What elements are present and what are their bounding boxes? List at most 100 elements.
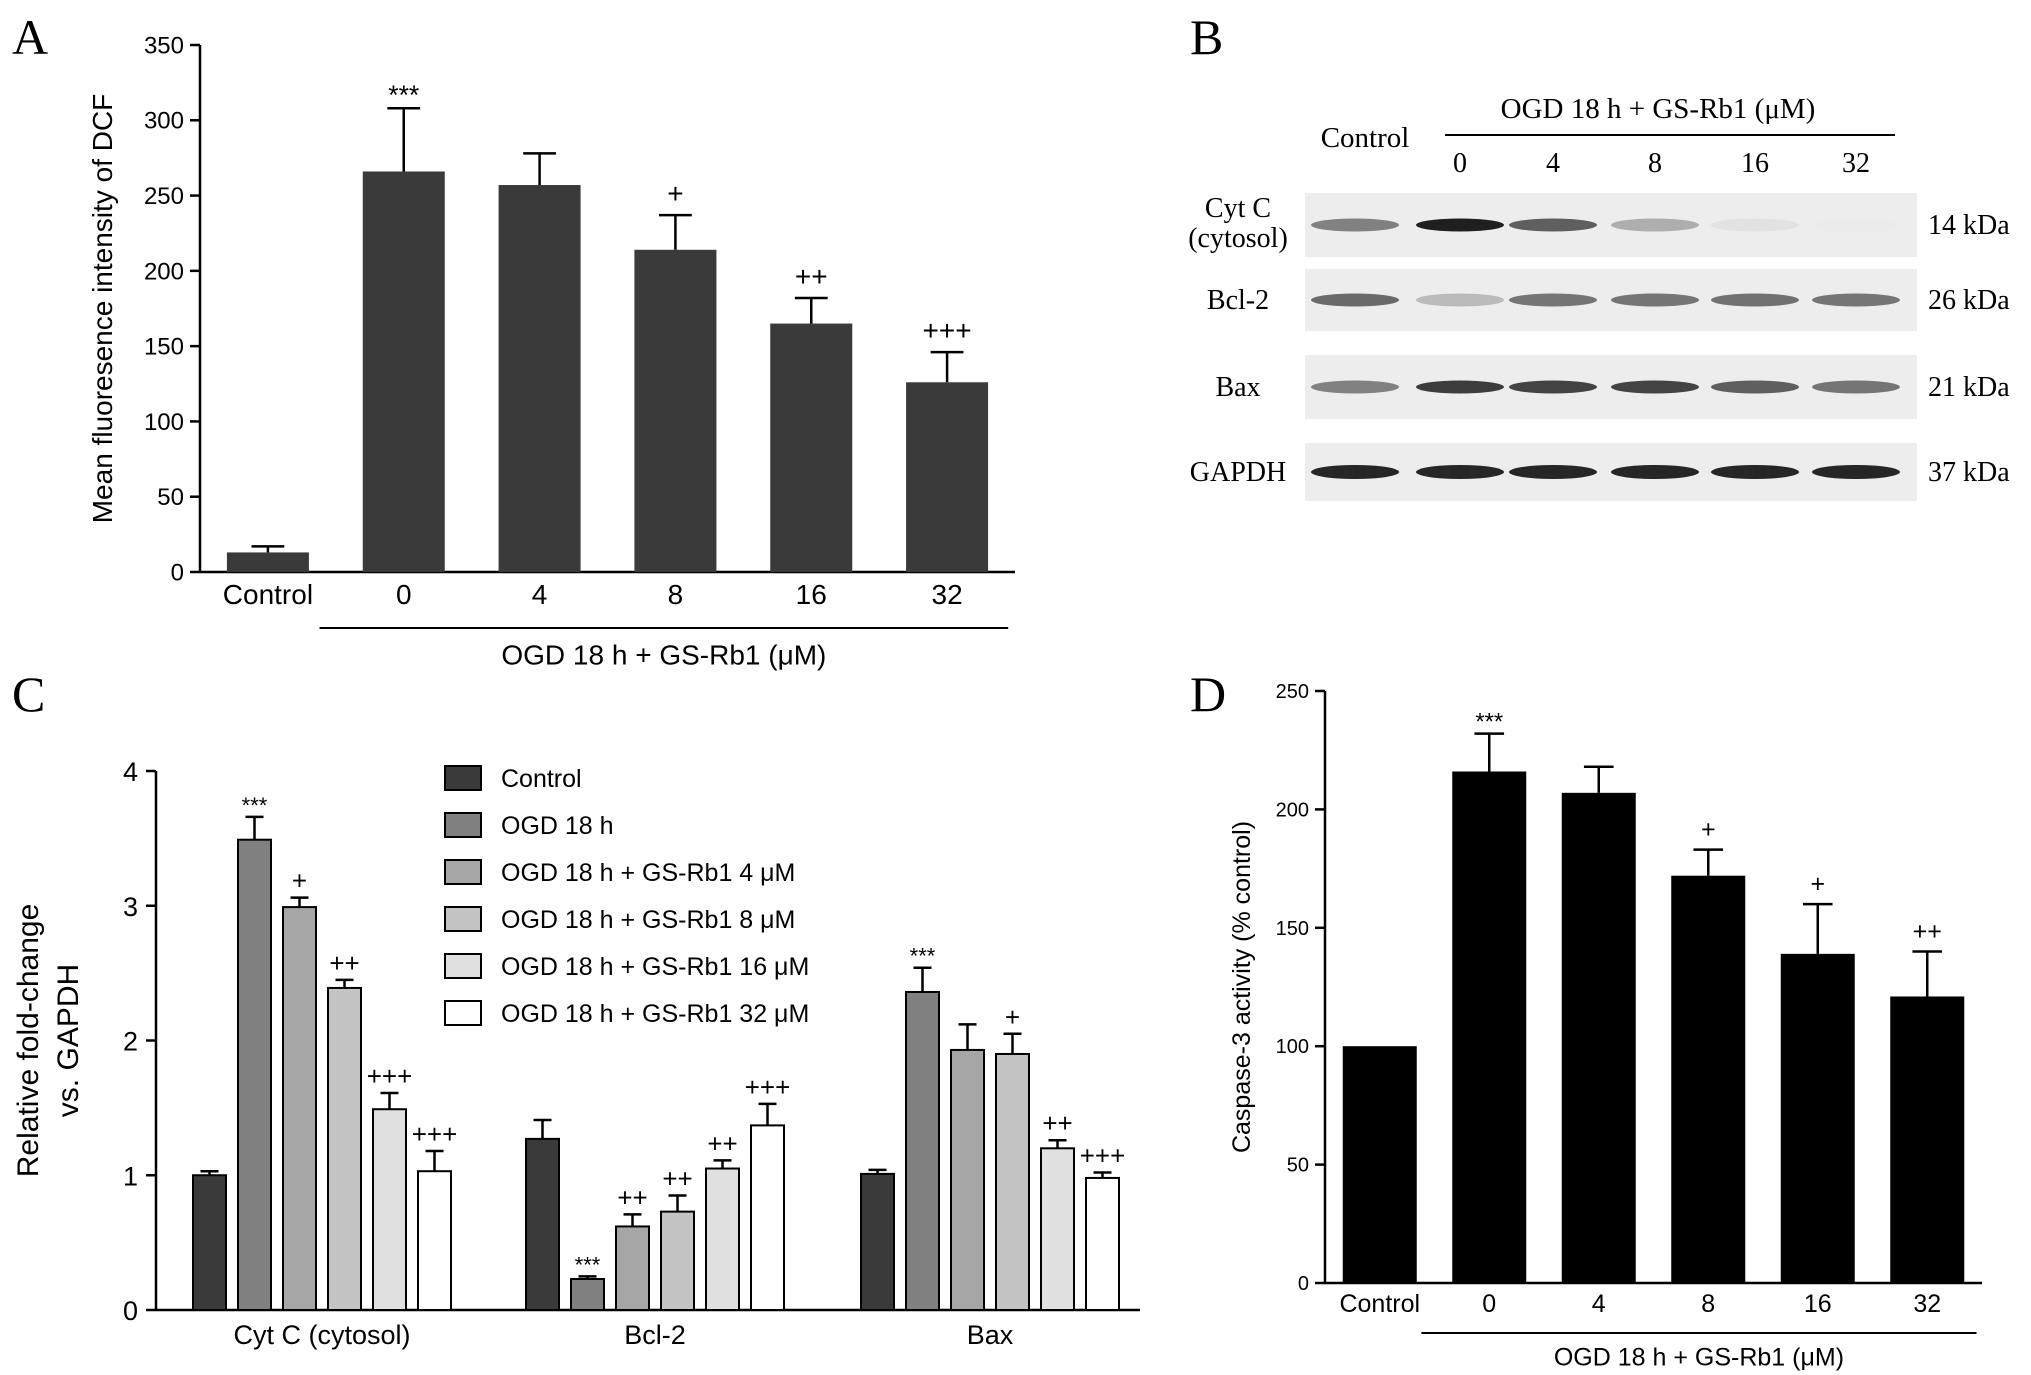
y-tick-label: 150	[144, 334, 184, 361]
panel-letter-c: C	[12, 666, 46, 722]
y-tick-label: 100	[1276, 1036, 1309, 1058]
blot-band	[1509, 465, 1597, 479]
blot-size-label: 26 kDa	[1928, 285, 2010, 316]
blot-band	[1311, 380, 1399, 394]
panel-letter-d: D	[1190, 666, 1227, 722]
bar	[362, 171, 445, 573]
significance-label: ***	[575, 1252, 601, 1277]
bar	[634, 249, 717, 572]
x-tick-label: 0	[396, 579, 412, 610]
blot-band	[1711, 293, 1799, 307]
x-tick-label: 16	[796, 579, 827, 610]
bar	[1671, 875, 1746, 1283]
panel-letter-a: A	[12, 9, 49, 65]
y-axis-label-line1: Relative fold-change	[12, 904, 45, 1178]
x-tick-label: Bax	[967, 1320, 1014, 1350]
x-tick-label: Bcl-2	[624, 1320, 686, 1350]
blot-band	[1416, 465, 1504, 479]
x-tick-label: 0	[1482, 1290, 1496, 1318]
y-tick-label: 0	[123, 1296, 138, 1326]
blot-band	[1509, 380, 1597, 394]
x-tick-label: 32	[932, 579, 963, 610]
bar	[1452, 771, 1527, 1283]
y-tick-label: 100	[144, 409, 184, 436]
bar	[372, 1108, 407, 1311]
blot-band	[1812, 293, 1900, 307]
y-tick-label: 150	[1276, 918, 1309, 940]
bar	[905, 990, 940, 1311]
significance-label: +	[1005, 1002, 1020, 1032]
legend-label: OGD 18 h	[501, 812, 614, 840]
significance-label: +	[1810, 870, 1825, 898]
blot-band	[1611, 380, 1699, 394]
legend-label: OGD 18 h + GS-Rb1 8 μM	[501, 906, 795, 934]
significance-label: +++	[745, 1072, 791, 1102]
bar	[192, 1174, 227, 1311]
legend-label: Control	[501, 765, 582, 793]
significance-label: +	[1701, 816, 1716, 844]
legend-label: OGD 18 h + GS-Rb1 16 μM	[501, 953, 809, 981]
bar	[417, 1170, 452, 1311]
bar	[525, 1137, 560, 1311]
blot-band	[1311, 218, 1399, 232]
significance-label: ++	[617, 1182, 647, 1212]
y-tick-label: 300	[144, 108, 184, 135]
chart-b-western-blot: Control OGD 18 h + GS-Rb1 (μM) 0 4 8 16 32 Cyt …	[1188, 93, 2010, 501]
blot-band	[1416, 293, 1504, 307]
legend-swatch	[444, 812, 482, 838]
bar	[226, 552, 309, 572]
legend-swatch	[444, 953, 482, 979]
chart-d: 0 50 100 150 200 250 Control 0 *** 4 8 +16 +32 ++ OGD …	[1228, 681, 1982, 1372]
bar	[1890, 996, 1965, 1283]
y-tick-label: 200	[1276, 799, 1309, 821]
x-tick-label: 4	[1592, 1290, 1606, 1318]
legend-swatch	[444, 765, 482, 791]
bar	[995, 1052, 1030, 1311]
bar	[860, 1172, 895, 1311]
blot-band	[1812, 465, 1900, 479]
blot-band	[1711, 380, 1799, 394]
significance-label: ++	[1042, 1108, 1072, 1138]
y-axis-label-line2: vs. GAPDH	[52, 964, 85, 1117]
significance-label: ++	[662, 1163, 692, 1193]
significance-label: ++	[707, 1128, 737, 1158]
y-tick-label: 4	[123, 757, 138, 787]
legend-swatch	[444, 906, 482, 932]
legend-swatch	[444, 1000, 482, 1026]
blot-row-label-sub: (cytosol)	[1188, 223, 1288, 254]
significance-label: +	[667, 178, 683, 209]
significance-label: ***	[388, 80, 419, 110]
significance-label: ++	[329, 948, 359, 978]
legend-label: OGD 18 h + GS-Rb1 32 μM	[501, 1000, 809, 1028]
blot-band	[1416, 380, 1504, 394]
significance-label: +++	[923, 315, 972, 346]
y-tick-label: 250	[144, 183, 184, 210]
legend-label: OGD 18 h + GS-Rb1 4 μM	[501, 859, 795, 887]
y-tick-label: 50	[157, 484, 184, 511]
blot-lane-label: 8	[1648, 148, 1662, 179]
significance-label: +	[292, 866, 307, 896]
blot-lane-label: 32	[1842, 148, 1870, 179]
y-tick-label: 2	[123, 1027, 138, 1057]
blot-row-label: Cyt C	[1205, 193, 1271, 224]
bar	[705, 1167, 740, 1312]
blot-band	[1509, 218, 1597, 232]
blot-band	[1311, 465, 1399, 479]
y-axis-label: Caspase-3 activity (% control)	[1228, 821, 1256, 1153]
panel-letter-b: B	[1190, 9, 1224, 65]
blot-lane-label: 0	[1453, 148, 1467, 179]
bar	[1040, 1147, 1075, 1311]
x-tick-label: 4	[532, 579, 548, 610]
significance-label: +++	[412, 1119, 458, 1149]
blot-row-label: Bcl-2	[1207, 285, 1269, 316]
x-tick-label: 32	[1913, 1290, 1941, 1318]
significance-label: ***	[1475, 709, 1503, 736]
bar	[237, 838, 272, 1311]
bar	[1085, 1176, 1120, 1311]
blot-group-label: OGD 18 h + GS-Rb1 (μM)	[1501, 93, 1816, 125]
blot-band	[1812, 380, 1900, 394]
y-tick-label: 1	[123, 1161, 138, 1191]
blot-band	[1711, 465, 1799, 479]
bar	[570, 1278, 605, 1312]
bar	[906, 382, 989, 572]
